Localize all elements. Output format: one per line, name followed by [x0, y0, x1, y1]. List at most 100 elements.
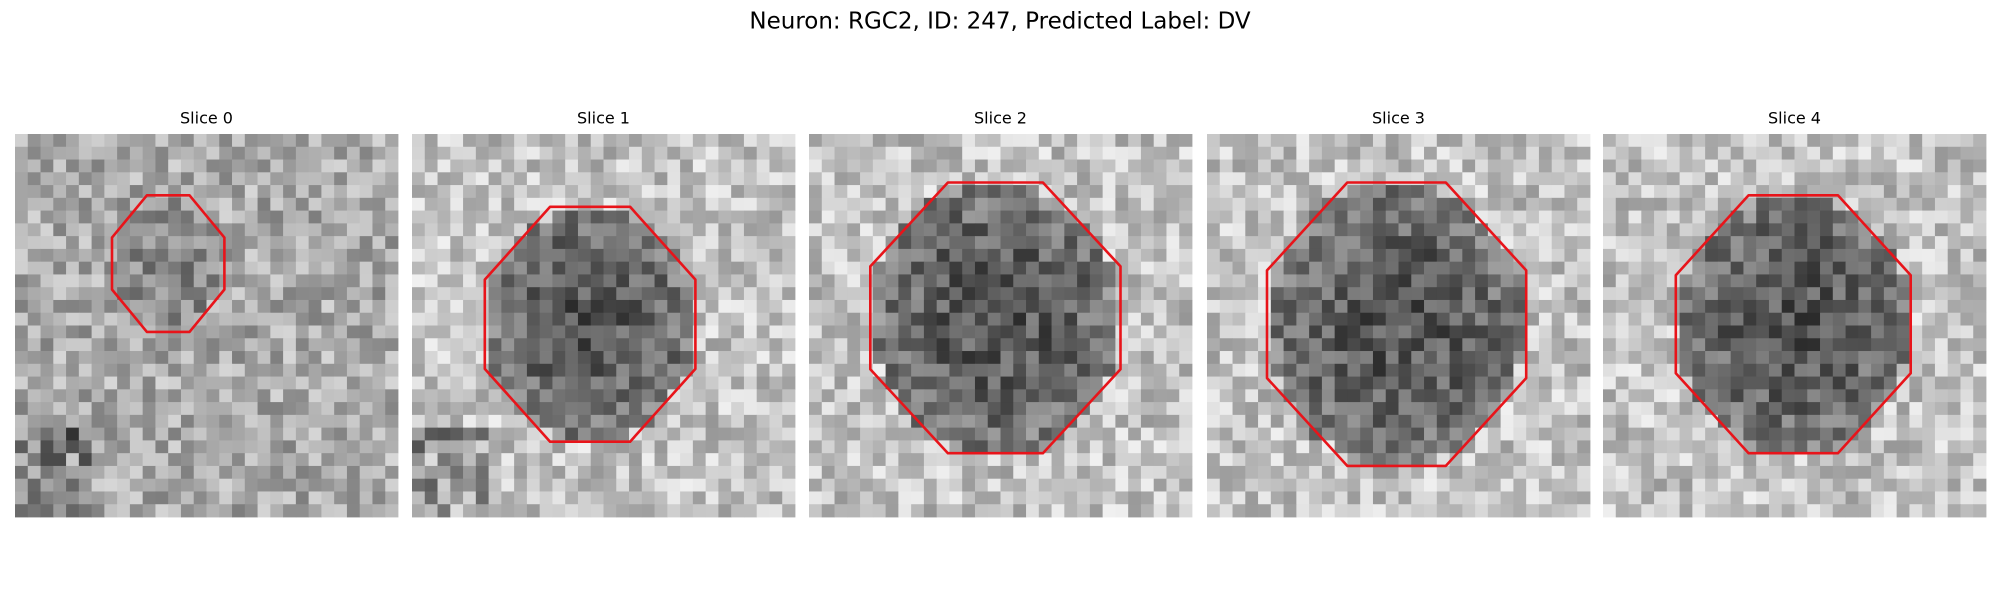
pixel	[1858, 491, 1872, 505]
pixel	[1026, 325, 1040, 339]
pixel	[244, 363, 258, 377]
pixel	[104, 338, 118, 352]
pixel	[232, 440, 246, 454]
pixel	[1436, 402, 1450, 416]
pixel	[385, 389, 399, 403]
pixel	[1500, 210, 1514, 224]
pixel	[1615, 287, 1629, 301]
pixel	[1475, 185, 1489, 199]
pixel	[501, 146, 515, 160]
pixel	[244, 210, 258, 224]
pixel	[1296, 261, 1310, 275]
pixel	[1385, 134, 1399, 148]
pixel	[385, 465, 399, 480]
pixel	[1207, 491, 1221, 505]
pixel	[1756, 274, 1770, 288]
pixel	[1398, 299, 1412, 314]
pixel	[53, 223, 67, 237]
pixel	[244, 478, 258, 492]
pixel	[1615, 248, 1629, 263]
pixel	[1309, 389, 1323, 403]
pixel	[962, 236, 976, 250]
pixel	[1781, 351, 1795, 365]
pixel	[1934, 363, 1949, 377]
pixel	[180, 351, 195, 365]
pixel	[424, 185, 438, 199]
pixel	[334, 210, 348, 224]
pixel	[1909, 504, 1923, 518]
pixel	[1500, 414, 1514, 429]
pixel	[1513, 338, 1527, 352]
pixel	[463, 491, 477, 505]
pixel	[743, 210, 758, 224]
pixel	[692, 210, 707, 224]
pixel	[1372, 389, 1387, 403]
pixel	[1487, 159, 1502, 173]
pixel	[1128, 414, 1142, 429]
pixel	[1026, 389, 1040, 403]
pixel	[1232, 299, 1246, 314]
pixel	[1883, 185, 1898, 199]
pixel	[1334, 236, 1348, 250]
pixel	[1436, 236, 1450, 250]
pixel	[911, 453, 925, 467]
pixel	[1756, 210, 1770, 224]
pixel	[923, 299, 938, 314]
pixel	[168, 236, 182, 250]
pixel	[1153, 312, 1167, 326]
pixel	[295, 287, 310, 301]
pixel	[1500, 185, 1514, 199]
pixel	[1896, 299, 1910, 314]
pixel	[1449, 274, 1463, 288]
pixel	[1679, 287, 1693, 301]
pixel	[1858, 274, 1872, 288]
pixel	[1577, 159, 1591, 173]
pixel	[1756, 299, 1770, 314]
pixel	[1372, 210, 1387, 224]
pixel	[129, 223, 144, 237]
pixel	[1296, 389, 1310, 403]
pixel	[667, 185, 681, 199]
pixel	[91, 236, 105, 250]
pixel	[321, 197, 335, 211]
pixel	[603, 325, 617, 339]
pixel	[552, 185, 566, 199]
pixel	[15, 197, 29, 211]
pixel	[1781, 376, 1795, 390]
pixel	[1666, 223, 1680, 237]
pixel	[769, 414, 783, 429]
pixel	[1615, 134, 1629, 148]
pixel	[911, 363, 925, 377]
pixel	[1615, 325, 1629, 339]
pixel	[756, 248, 770, 263]
pixel	[641, 312, 655, 326]
pixel	[1283, 453, 1297, 467]
pixel	[1743, 351, 1757, 365]
pixel	[1577, 478, 1591, 492]
pixel	[155, 134, 169, 148]
pixel	[1973, 223, 1987, 237]
pixel	[424, 172, 438, 186]
pixel	[987, 453, 1001, 467]
pixel	[782, 338, 796, 352]
pixel	[1207, 172, 1221, 186]
pixel	[1270, 146, 1284, 160]
pixel	[1756, 236, 1770, 250]
pixel	[782, 440, 796, 454]
pixel	[1679, 491, 1693, 505]
pixel	[283, 261, 297, 275]
pixel	[514, 287, 528, 301]
pixel	[104, 402, 118, 416]
pixel	[1179, 248, 1193, 263]
pixel	[1115, 389, 1129, 403]
pixel	[232, 376, 246, 390]
pixel	[769, 325, 783, 339]
pixel	[743, 261, 758, 275]
pixel	[1538, 402, 1553, 416]
pixel	[193, 414, 207, 429]
pixel	[885, 261, 899, 275]
pixel	[244, 134, 258, 148]
pixel	[180, 172, 195, 186]
pixel	[1845, 134, 1859, 148]
pixel	[756, 440, 770, 454]
